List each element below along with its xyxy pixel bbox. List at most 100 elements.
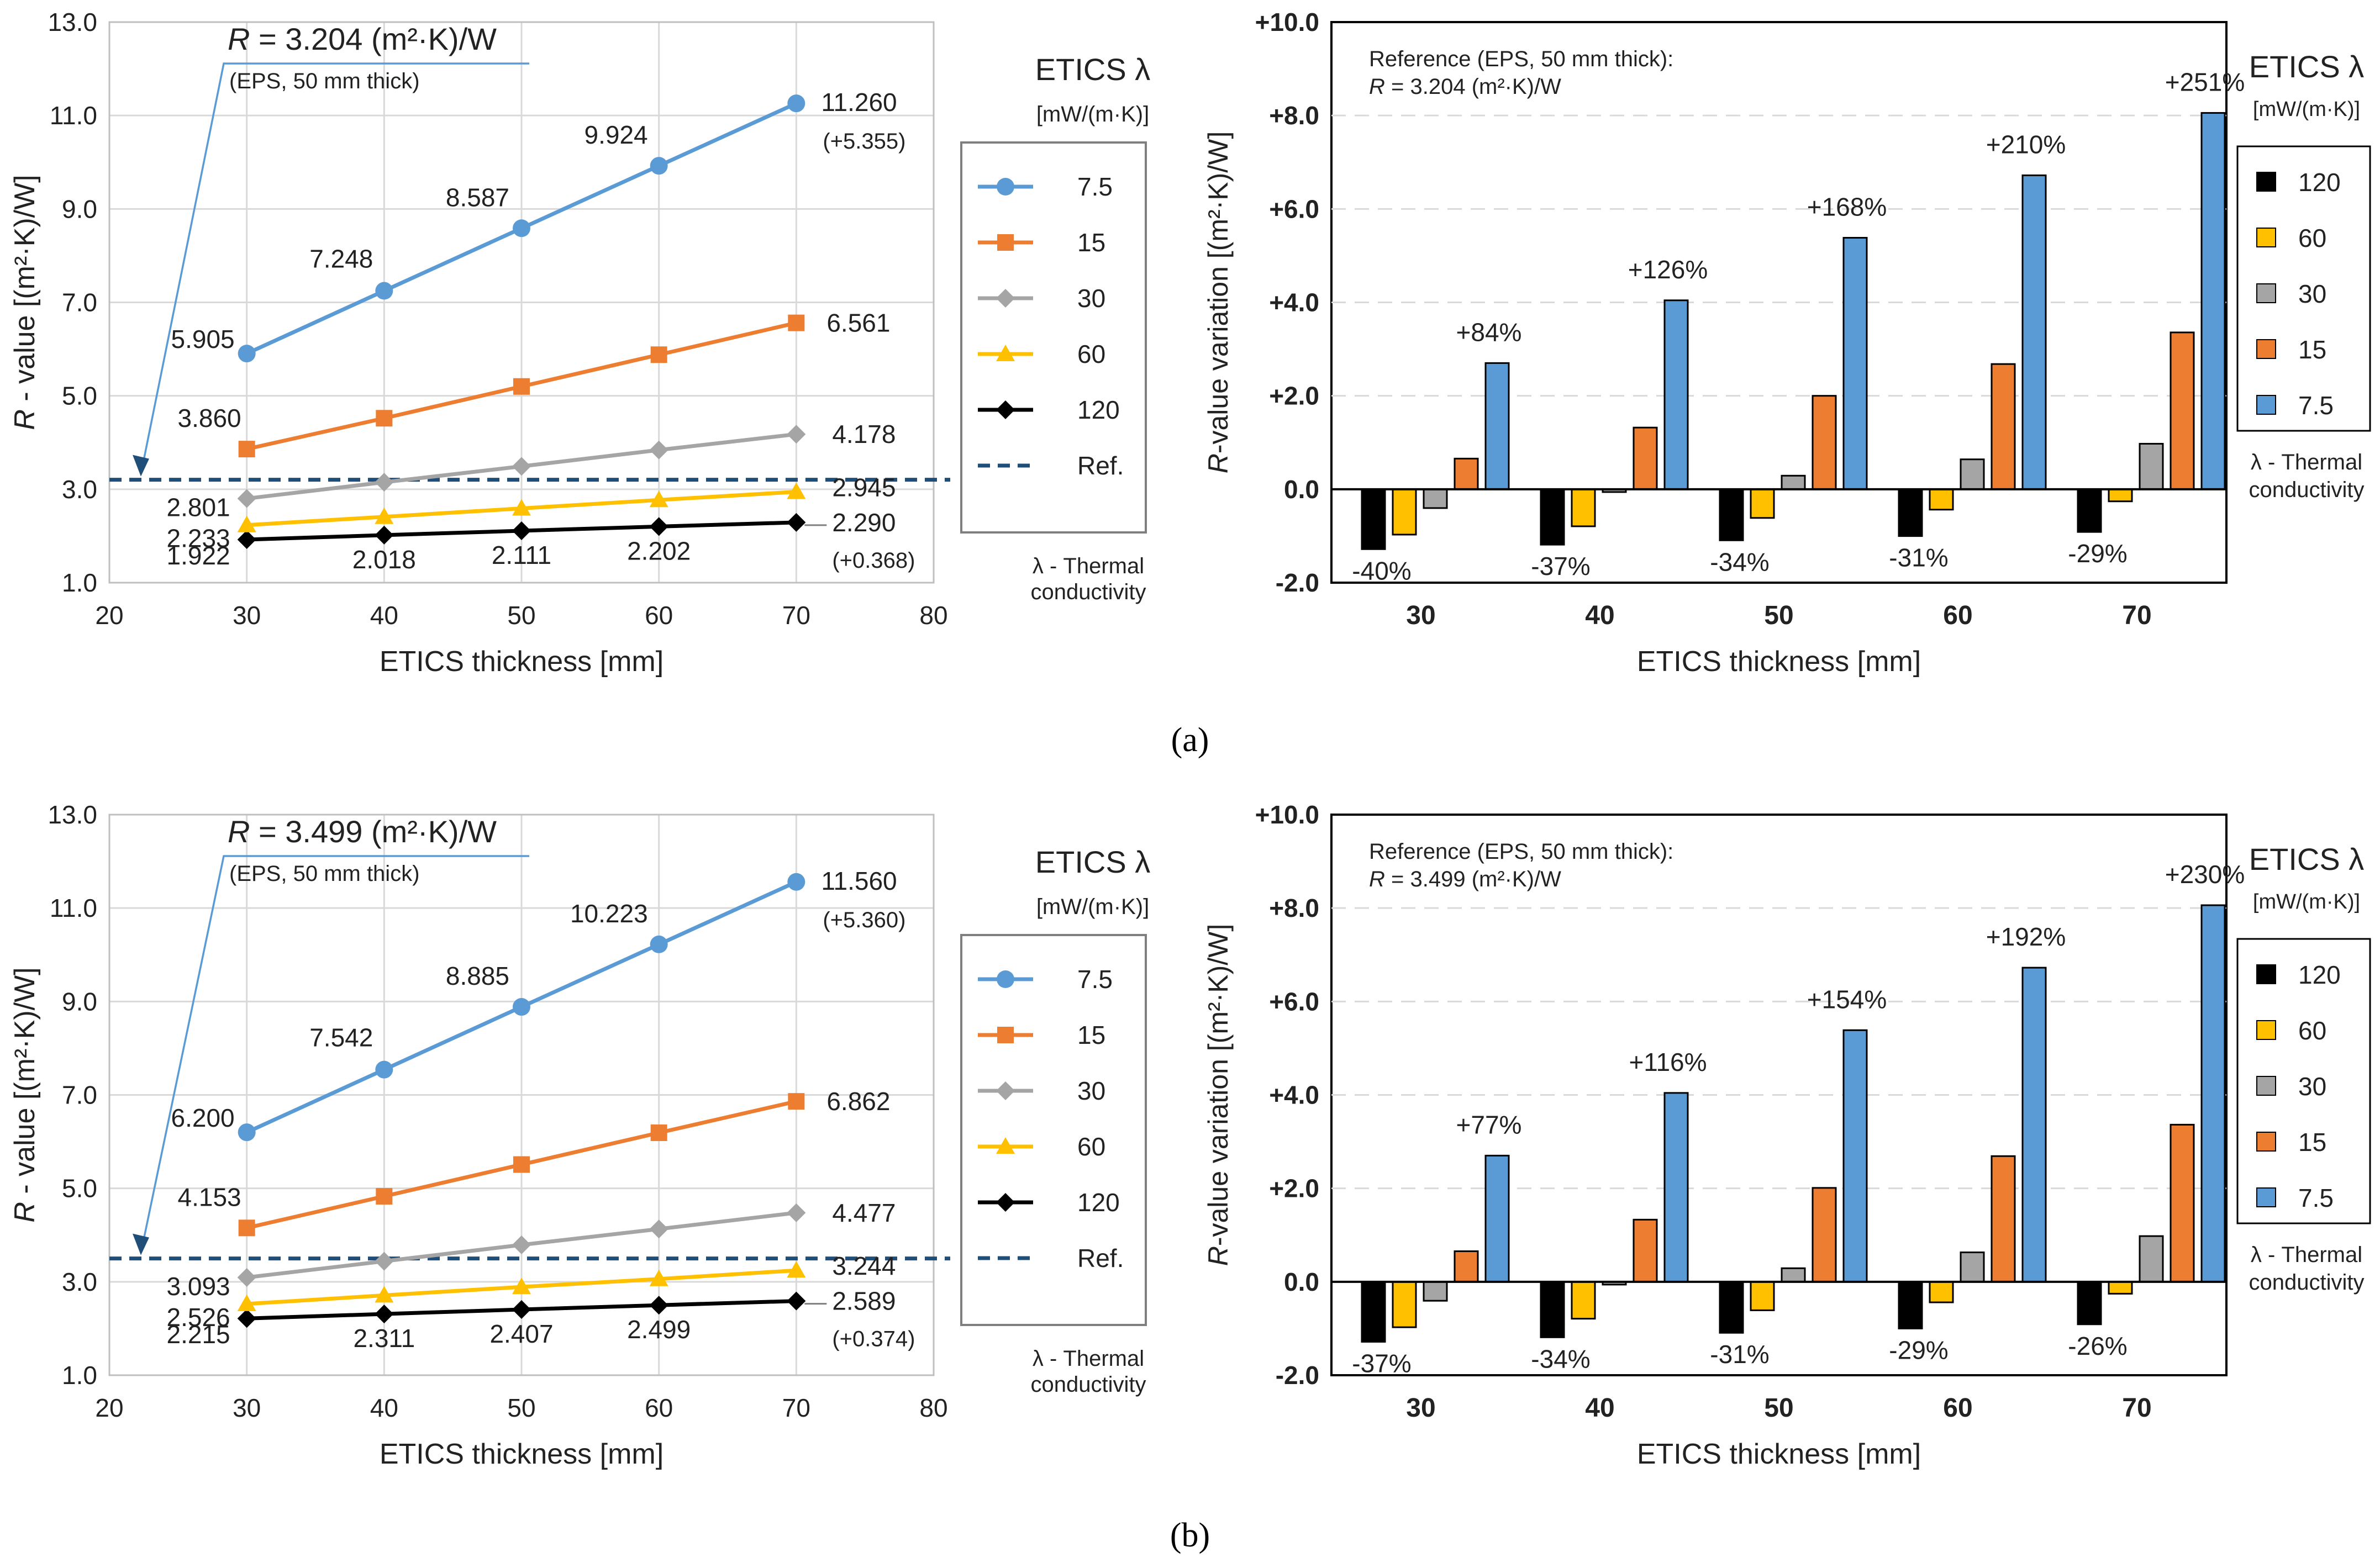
data-label: 3.093 [167,1272,230,1301]
reference-annotation-r: R [228,22,250,56]
bar-60 [1571,1281,1596,1320]
data-label: 6.561 [826,309,890,337]
y-tick-label: +8.0 [1269,894,1319,922]
series-point-30 [787,425,806,444]
series-point-30 [375,1252,394,1271]
data-label: 2.018 [352,545,416,574]
plot-frame [108,21,935,584]
series-point-60 [649,1269,668,1286]
data-label: 7.542 [309,1023,373,1052]
bar-30 [1960,1252,1985,1283]
x-tick-label: 30 [233,1393,261,1422]
y-axis-title-r: R [9,409,41,430]
series-point-120 [787,1291,806,1311]
y-tick-label: +2.0 [1269,382,1319,410]
y-tick-label: 11.0 [50,894,97,922]
series-point-7_5 [787,873,805,891]
legend-marker [996,289,1015,308]
legend-label: 7.5 [2298,391,2334,420]
y-tick-label: +8.0 [1269,101,1319,130]
y-tick-label: 1.0 [62,568,97,597]
data-label: 2.215 [167,1320,230,1349]
bar-7_5 [1484,362,1510,490]
legend-marker [997,234,1014,251]
reference-arrowhead [133,1233,149,1255]
bar-120 [1898,488,1923,537]
data-label: 7.248 [309,245,373,273]
y-tick-label: 13.0 [48,800,97,829]
y-tick-label: +10.0 [1255,8,1319,36]
legend-note: conductivity [2249,478,2365,502]
legend-note: conductivity [1031,1372,1146,1397]
x-tick-label: 60 [1943,1393,1972,1423]
x-tick-label: 40 [1585,1393,1614,1423]
bar-60 [1929,488,1954,511]
series-point-7_5 [650,157,668,175]
legend-label: 30 [2298,279,2326,308]
pct-label-top: +116% [1629,1048,1707,1076]
y-axis-title-rest: - value [(m²·K)/W] [9,175,41,409]
x-tick-label: 40 [1585,601,1614,630]
legend-note: λ - Thermal [1033,1346,1144,1371]
pct-label-top: +84% [1456,318,1522,346]
series-point-30 [375,473,394,492]
x-tick-label: 40 [370,1393,398,1422]
legend-note: λ - Thermal [1033,554,1144,578]
x-tick-label: 60 [1943,601,1972,630]
legend-swatch [2256,964,2276,984]
legend-label: 30 [1077,284,1105,313]
bar-30 [2139,1235,2164,1283]
series-point-15 [788,314,805,331]
y-tick-label: 9.0 [62,194,97,223]
legend-swatch [2256,1020,2276,1040]
reference-note-r: R [1369,867,1385,891]
bar-7_5 [1842,237,1868,490]
legend-marker [996,1081,1015,1100]
bar-60 [2108,1281,2133,1295]
series-point-7_5 [787,94,805,113]
legend-label: 60 [2298,1016,2326,1045]
pct-label-bottom: -34% [1531,1344,1590,1373]
legend-box [960,934,1147,1326]
legend-title: ETICS λ [2249,842,2364,876]
data-label: 3.244 [832,1252,896,1280]
data-label: 2.290 [832,508,896,537]
x-tick-label: 70 [2122,1393,2151,1423]
reference-annotation-rest: = 3.499 (m²·K)/W [250,814,497,849]
bar-30 [1423,1281,1448,1302]
y-tick-label: +4.0 [1269,288,1319,317]
data-label: 9.924 [585,120,648,149]
series-point-120 [512,1300,531,1319]
legend-title: ETICS λ [1035,844,1150,879]
y-tick-label: 5.0 [62,382,97,410]
data-label: 4.178 [832,420,896,448]
bar-30 [1960,458,1985,490]
series-point-7_5 [650,935,668,953]
legend-note: conductivity [1031,580,1146,604]
legend-swatch [2256,283,2276,303]
x-tick-label: 30 [233,601,261,630]
bar-15 [1812,1187,1837,1283]
x-tick-label: 50 [507,601,535,630]
panel-label-b: (b) [1170,1517,1210,1554]
bar-60 [1392,1281,1417,1328]
pct-label-top: +192% [1986,922,2066,951]
bar-120 [1361,1281,1386,1343]
legend-unit: [mW/(m·K)] [2253,98,2360,121]
series-point-30 [237,489,256,508]
bar-7_5 [1663,299,1689,490]
data-label: 2.945 [832,473,896,501]
panel-label-a: (a) [1171,721,1209,759]
x-tick-label: 20 [95,601,123,630]
y-tick-label: -2.0 [1276,1361,1319,1390]
legend-marker [997,970,1014,988]
y-tick-label: 7.0 [62,1081,97,1110]
bar-120 [1898,1281,1923,1329]
y-tick-label: 3.0 [62,475,97,504]
legend-unit: [mW/(m·K)] [1036,102,1149,126]
pct-label-bottom: -40% [1352,556,1411,585]
bar-7_5 [2200,112,2226,490]
legend-swatch [2256,172,2276,192]
pct-label-bottom: -29% [1889,1335,1948,1364]
bar-15 [1812,395,1837,490]
